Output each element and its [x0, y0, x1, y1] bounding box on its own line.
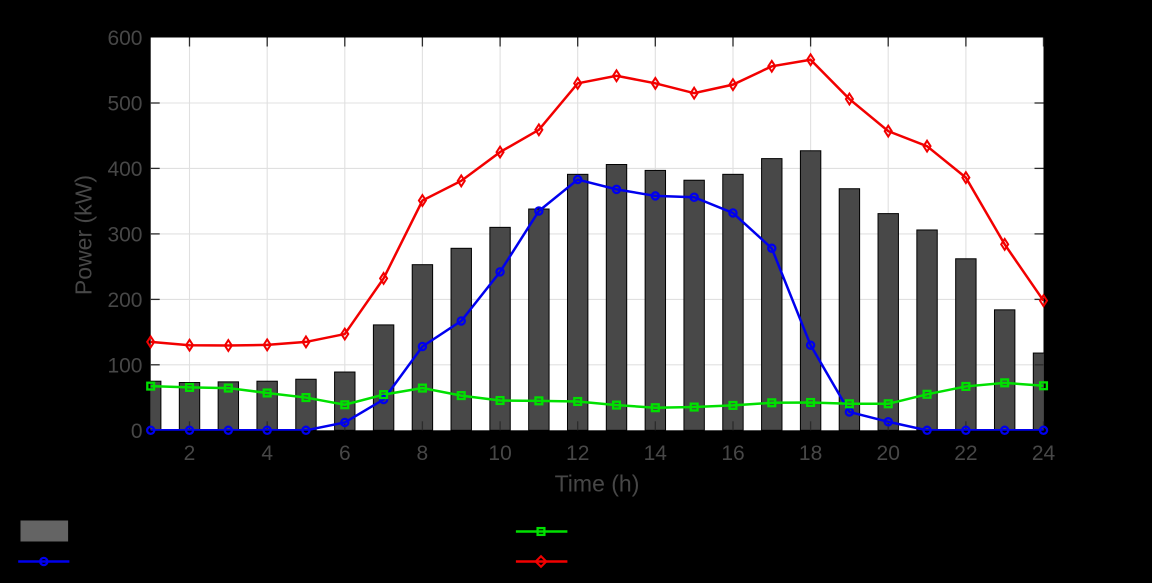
svg-text:300: 300 [107, 223, 142, 246]
svg-text:2: 2 [184, 442, 196, 465]
svg-text:200: 200 [107, 289, 142, 312]
svg-text:22: 22 [954, 442, 977, 465]
svg-text:6: 6 [339, 442, 351, 465]
svg-text:18: 18 [799, 442, 822, 465]
svg-text:8: 8 [417, 442, 429, 465]
svg-text:10: 10 [488, 442, 511, 465]
svg-text:14: 14 [644, 442, 668, 465]
svg-text:600: 600 [107, 27, 142, 50]
svg-text:4: 4 [261, 442, 273, 465]
svg-text:500: 500 [107, 93, 142, 116]
svg-text:20: 20 [877, 442, 900, 465]
svg-text:Power (kW): Power (kW) [71, 175, 97, 295]
svg-text:12: 12 [566, 442, 589, 465]
svg-text:100: 100 [107, 354, 142, 377]
svg-text:0: 0 [131, 420, 143, 443]
svg-text:Time (h): Time (h) [555, 471, 640, 497]
svg-text:400: 400 [107, 158, 142, 181]
svg-text:16: 16 [721, 442, 744, 465]
svg-text:24: 24 [1032, 442, 1056, 465]
